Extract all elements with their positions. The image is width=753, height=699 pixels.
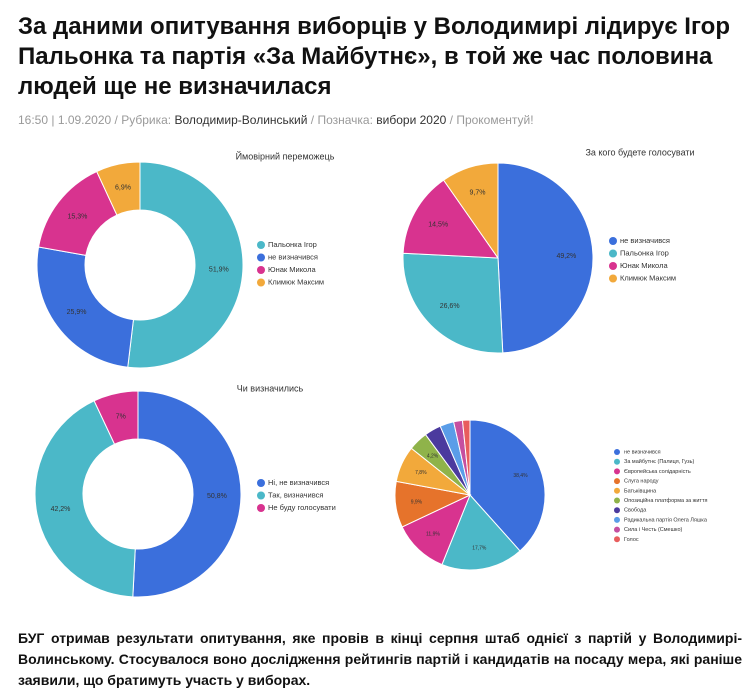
value-label: 42,2%: [51, 506, 71, 513]
value-label: 38,4%: [513, 473, 528, 479]
value-label: 50,8%: [207, 493, 227, 500]
legend-label: Климюк Максим: [268, 277, 324, 286]
value-label: 11,9%: [426, 532, 440, 538]
value-label: 17,7%: [472, 546, 487, 552]
value-label: 7%: [116, 414, 126, 421]
legend-swatch: [614, 497, 620, 504]
legend-label: Юнак Микола: [620, 261, 668, 270]
slice: [127, 161, 244, 369]
legend-label: не визначився: [620, 236, 670, 245]
legend-label: Юнак Микола: [268, 265, 316, 274]
slice: [36, 246, 135, 368]
meta-text: 16:50 | 1.09.2020 /: [18, 113, 118, 127]
legend-label: Сила і Честь (Смешко): [624, 527, 683, 533]
legend-label: Голос: [624, 537, 639, 543]
slice: [442, 162, 499, 260]
category-link[interactable]: Володимир-Волинський: [174, 113, 308, 127]
value-label: 9,7%: [469, 190, 485, 197]
value-label: 26,6%: [440, 303, 460, 310]
legend-label: Слуга народу: [624, 479, 659, 485]
legend-label: Свобода: [624, 508, 647, 514]
legend-swatch: [609, 249, 617, 258]
legend-swatch: [609, 274, 617, 283]
slice: [469, 419, 546, 552]
legend-swatch: [609, 237, 617, 245]
legend-swatch: [614, 487, 620, 494]
legend-label: Ні, не визначився: [268, 478, 329, 487]
legend-swatch: [609, 262, 617, 270]
chart-title: Ймовірний переможець: [236, 150, 335, 161]
value-label: 51,9%: [209, 267, 229, 274]
legend-swatch: [257, 278, 265, 287]
legend-swatch: [257, 241, 265, 249]
legend-swatch: [257, 491, 265, 500]
legend-swatch: [257, 266, 265, 274]
legend-label: Климюк Максим: [620, 273, 676, 282]
legend-label: Європейська солідарність: [624, 468, 691, 475]
meta-text: / Позначка:: [310, 113, 373, 127]
meta: 16:50 | 1.09.2020 / Рубрика: Володимир-В…: [18, 113, 534, 127]
value-label: 9,9%: [411, 499, 423, 505]
charts: Ймовірний переможець 51,9% Пальонка Ігор 25…: [34, 147, 708, 598]
legend-label: не визначився: [624, 449, 661, 455]
legend-swatch: [614, 458, 620, 465]
legend-label: Радикальна партія Олега Ляшка: [624, 517, 708, 523]
legend-swatch: [257, 253, 265, 262]
legend-label: не визначився: [268, 252, 318, 261]
legend-swatch: [614, 507, 620, 514]
legend-swatch: [614, 478, 620, 485]
legend-swatch: [614, 449, 620, 455]
slice: [497, 162, 594, 354]
value-label: 15,3%: [67, 214, 87, 221]
value-label: 14,5%: [428, 222, 448, 229]
legend-swatch: [257, 479, 265, 487]
legend-swatch: [614, 516, 620, 523]
article-paragraph: БУГ отримав результати опитування, яке п…: [18, 630, 742, 688]
slice: [132, 390, 242, 598]
value-label: 6,9%: [115, 185, 131, 192]
comment-link[interactable]: / Прокоментуй!: [449, 113, 534, 127]
slice: [34, 400, 136, 598]
tag-link[interactable]: вибори 2020: [376, 113, 447, 127]
legend-swatch: [614, 526, 620, 533]
value-label: 49,2%: [556, 253, 576, 260]
slice: [96, 161, 141, 216]
legend-label: Батьківщина: [624, 488, 657, 494]
legend-label: Так, визначився: [268, 490, 323, 499]
legend-swatch: [257, 504, 265, 512]
value-label: 7,8%: [415, 470, 427, 476]
slice: [93, 390, 139, 445]
value-label: 4,2%: [427, 453, 439, 459]
headline: За даними опитування виборців у Володими…: [18, 13, 730, 100]
slice: [461, 419, 471, 496]
legend-swatch: [614, 536, 620, 543]
meta-text: Рубрика:: [121, 113, 172, 127]
chart-title: Чи визначились: [237, 383, 304, 393]
legend-label: За майбутнє (Палиця, Гузь): [624, 458, 695, 465]
chart-title: За кого будете голосувати: [585, 147, 694, 157]
legend-label: Пальонка Ігор: [620, 248, 669, 257]
legend-label: Опозиційна платформа за життя: [624, 497, 707, 504]
legend-label: Пальонка Ігор: [268, 240, 317, 249]
legend-swatch: [614, 468, 620, 475]
slice: [402, 252, 504, 354]
legend-label: Не буду голосувати: [268, 503, 336, 512]
value-label: 25,9%: [67, 309, 87, 316]
